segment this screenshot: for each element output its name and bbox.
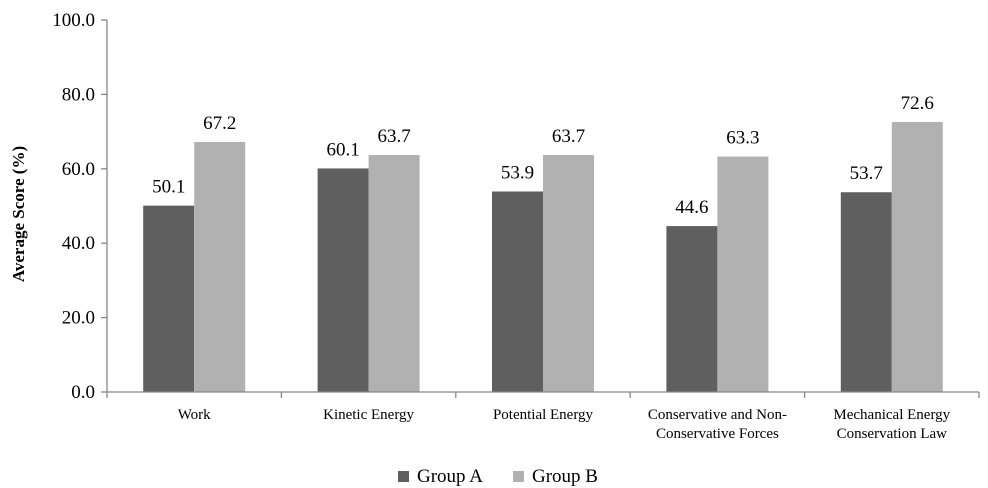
legend-item: Group A xyxy=(398,466,483,487)
legend-label: Group B xyxy=(532,466,598,487)
y-tick-label: 40.0 xyxy=(62,233,95,254)
legend-swatch xyxy=(513,471,524,482)
data-label: 53.7 xyxy=(850,163,883,184)
y-tick-label: 80.0 xyxy=(62,84,95,105)
bar-group-b xyxy=(891,121,943,392)
data-label: 63.3 xyxy=(726,128,759,149)
data-label: 60.1 xyxy=(326,139,359,160)
y-tick-label: 0.0 xyxy=(71,382,95,403)
y-tick-label: 20.0 xyxy=(62,308,95,329)
bar-group-b xyxy=(717,156,769,392)
legend-swatch xyxy=(398,471,409,482)
data-label: 72.6 xyxy=(901,93,934,114)
y-tick-label: 60.0 xyxy=(62,159,95,180)
data-label: 53.9 xyxy=(501,162,534,183)
x-tick-label: Mechanical Energy Conservation Law xyxy=(833,407,950,442)
legend: Group A Group B xyxy=(398,466,598,487)
legend-item: Group B xyxy=(513,466,598,487)
bar-group-a xyxy=(492,191,543,392)
bar-group-a xyxy=(317,168,369,392)
data-label: 44.6 xyxy=(675,197,708,218)
x-tick-label: Work xyxy=(178,407,211,423)
y-tick-label: 100.0 xyxy=(52,10,95,31)
bar-group-b xyxy=(543,155,594,392)
data-label: 50.1 xyxy=(152,177,185,198)
bar-group-a xyxy=(143,205,195,392)
data-label: 63.7 xyxy=(552,126,585,147)
x-tick-label: Kinetic Energy xyxy=(323,407,414,423)
bar-group-a xyxy=(666,226,718,392)
x-tick-label: Potential Energy xyxy=(493,407,594,423)
legend-label: Group A xyxy=(417,466,483,487)
x-tick-label: Conservative and Non-Conservative Forces xyxy=(648,407,787,442)
bar-group-b xyxy=(194,142,246,392)
data-label: 67.2 xyxy=(203,113,236,134)
y-axis-label: Average Score (%) xyxy=(9,146,28,282)
data-label: 63.7 xyxy=(377,126,410,147)
bar-group-a xyxy=(840,192,892,392)
bar-group-b xyxy=(368,155,420,392)
plot-area: 0.0 20.0 40.0 60.0 80.0 100.0 50.1 67.2 Work 60.1… xyxy=(52,10,980,442)
